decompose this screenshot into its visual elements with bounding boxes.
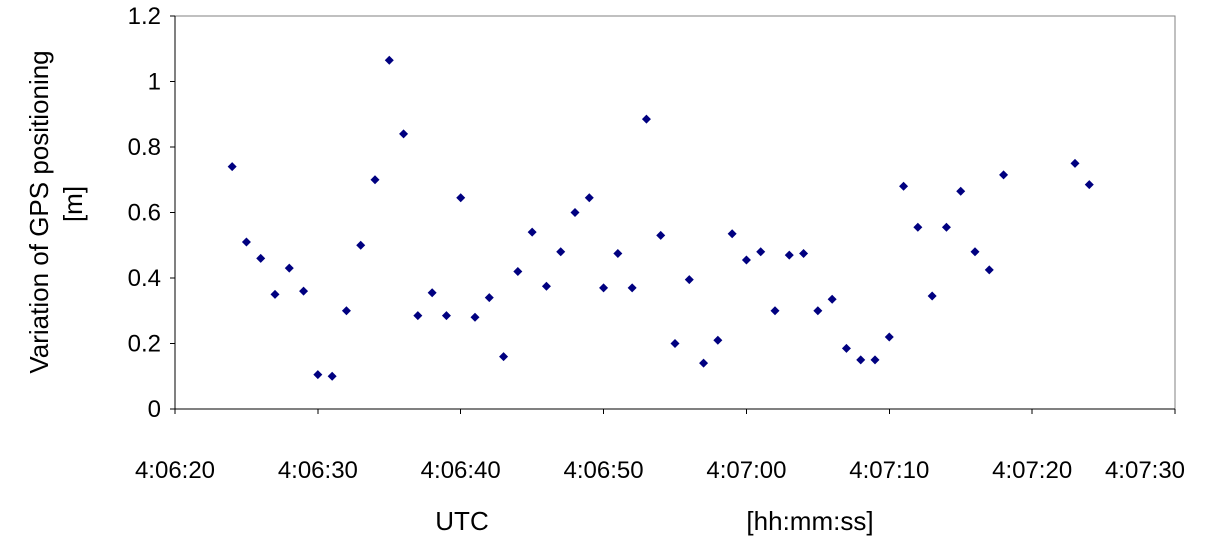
x-tick-label: 4:07:00 xyxy=(706,457,786,484)
y-tick-label: 0.8 xyxy=(128,134,161,161)
data-point xyxy=(1070,158,1080,168)
data-point xyxy=(256,253,266,263)
data-point xyxy=(713,335,723,345)
data-point xyxy=(699,358,709,368)
y-tick-label: 1 xyxy=(148,69,161,96)
data-point xyxy=(284,263,294,273)
data-point xyxy=(956,186,966,196)
data-point xyxy=(299,286,309,296)
y-tick-label: 0.6 xyxy=(128,200,161,227)
data-point xyxy=(499,352,509,362)
x-tick-label: 4:06:20 xyxy=(135,457,215,484)
data-point xyxy=(570,208,580,217)
y-axis-title-unit: [m] xyxy=(58,186,88,222)
data-point xyxy=(584,193,594,203)
x-tick-label: 4:07:30 xyxy=(1105,457,1185,484)
data-point xyxy=(627,283,637,293)
data-point xyxy=(599,283,609,293)
data-point xyxy=(613,248,623,258)
data-point xyxy=(784,250,794,260)
data-point xyxy=(870,355,880,365)
y-tick-label: 0.2 xyxy=(128,331,161,358)
data-point xyxy=(684,275,694,285)
data-point xyxy=(456,193,466,203)
data-point xyxy=(227,162,237,172)
data-point xyxy=(327,371,337,381)
data-point xyxy=(527,227,537,237)
x-ticks: 4:06:20 4:06:30 4:06:40 4:06:50 4:07:00 4:07:… xyxy=(135,409,1185,484)
data-point xyxy=(913,222,923,232)
data-point xyxy=(541,281,551,291)
data-point xyxy=(799,248,809,258)
data-point xyxy=(413,311,423,321)
data-point xyxy=(670,339,680,348)
data-point xyxy=(999,170,1009,180)
x-tick-label: 4:06:40 xyxy=(421,457,501,484)
x-axis-title-right: [hh:mm:ss] xyxy=(746,506,873,536)
data-point xyxy=(756,247,766,257)
data-point xyxy=(441,311,451,321)
x-tick-label: 4:06:50 xyxy=(564,457,644,484)
y-tick-label: 0.4 xyxy=(128,265,161,292)
data-point xyxy=(641,114,651,124)
y-ticks: 0 0.2 0.4 0.6 0.8 1 1.2 xyxy=(128,3,175,423)
data-point xyxy=(513,266,523,276)
data-point xyxy=(656,230,666,240)
y-tick-label: 0 xyxy=(148,396,161,423)
y-tick-label: 1.2 xyxy=(128,3,161,30)
data-point xyxy=(899,181,909,191)
data-point xyxy=(741,255,751,265)
data-point xyxy=(241,237,251,247)
data-point xyxy=(884,332,894,342)
data-point xyxy=(484,293,494,303)
data-point xyxy=(370,175,380,185)
data-point xyxy=(813,306,823,316)
data-point xyxy=(356,240,366,250)
data-point xyxy=(399,129,409,139)
data-point xyxy=(727,229,737,239)
x-tick-label: 4:06:30 xyxy=(278,457,358,484)
data-point xyxy=(341,306,351,316)
plot-area xyxy=(174,15,1176,410)
data-point xyxy=(313,370,323,380)
data-point xyxy=(927,291,937,301)
data-point xyxy=(827,294,837,304)
data-point xyxy=(941,222,951,232)
data-point xyxy=(270,289,280,299)
data-point xyxy=(470,312,480,322)
data-point xyxy=(427,288,437,298)
data-points xyxy=(227,55,1094,381)
y-axis-title-line1: Variation of GPS positioning xyxy=(24,50,54,373)
data-point xyxy=(770,306,780,316)
data-point xyxy=(556,247,566,257)
x-tick-label: 4:07:10 xyxy=(849,457,929,484)
data-point xyxy=(1084,180,1094,190)
data-point xyxy=(384,55,394,65)
x-axis-title-left: UTC xyxy=(435,506,488,536)
data-point xyxy=(984,265,994,275)
y-axis-title: Variation of GPS positioning xyxy=(24,50,54,373)
data-point xyxy=(841,343,851,353)
data-point xyxy=(856,355,866,365)
x-tick-label: 4:07:20 xyxy=(992,457,1072,484)
data-point xyxy=(970,247,980,257)
